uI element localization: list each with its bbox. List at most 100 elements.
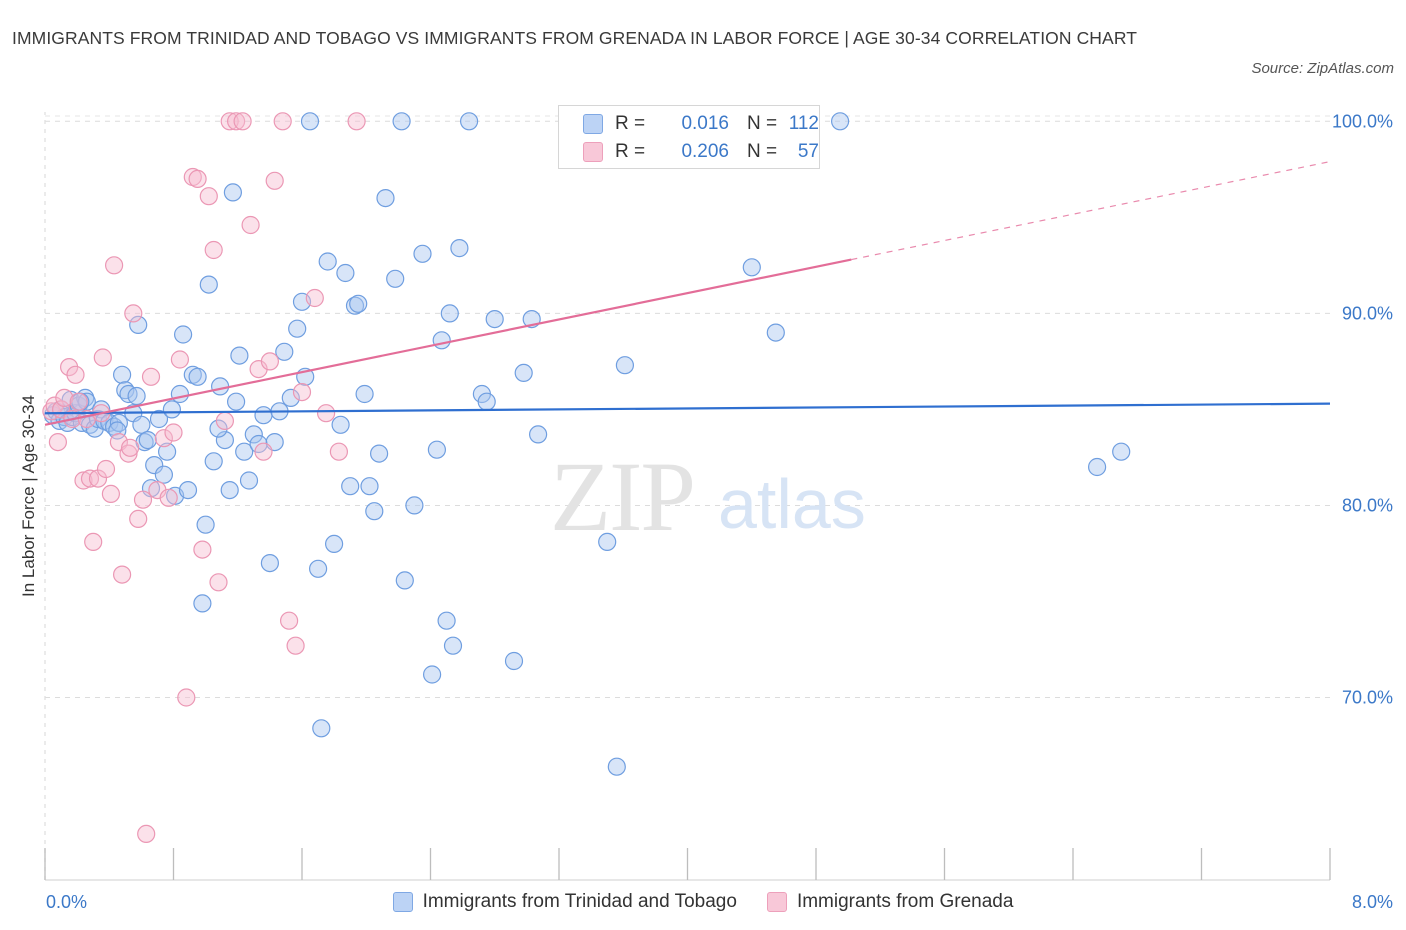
- stats-r-label-1: R =: [615, 113, 646, 134]
- point-grenada-22: [129, 509, 148, 529]
- x-tick-labels: 0.0% 8.0%: [46, 892, 1393, 912]
- stats-row-grenada: R = 0.206 N = 57: [583, 138, 819, 166]
- stats-n-value-1: 112: [788, 113, 819, 134]
- point-trinidad-tobago-31: [149, 409, 169, 429]
- point-trinidad-tobago-70: [336, 263, 355, 283]
- point-trinidad-tobago-45: [211, 377, 230, 396]
- point-trinidad-tobago-104: [1087, 457, 1107, 477]
- point-grenada-33: [188, 169, 207, 188]
- point-trinidad-tobago-59: [275, 342, 294, 361]
- point-grenada-51: [305, 288, 324, 308]
- bottom-legend: Immigrants from Trinidad and Tobago Immi…: [0, 888, 1406, 916]
- point-trinidad-tobago-111: [108, 421, 127, 440]
- point-trinidad-tobago-64: [300, 112, 320, 131]
- point-trinidad-tobago-25: [127, 386, 146, 406]
- point-grenada-46: [265, 171, 284, 190]
- point-trinidad-tobago-98: [598, 532, 617, 552]
- stats-swatch-pink: [583, 142, 603, 162]
- legend-item-grenada[interactable]: Immigrants from Grenada: [766, 888, 1013, 916]
- point-trinidad-tobago-103: [830, 112, 850, 131]
- point-grenada-39: [220, 112, 239, 131]
- point-trinidad-tobago-95: [514, 363, 533, 382]
- point-trinidad-tobago-55: [254, 406, 273, 425]
- y-tick-labels: 100.0% 90.0% 80.0% 70.0%: [1332, 111, 1393, 707]
- point-trinidad-tobago-68: [325, 534, 344, 554]
- series-trinidad-tobago-points: [43, 112, 1131, 776]
- point-grenada-25: [141, 367, 161, 386]
- point-grenada-4: [55, 388, 74, 407]
- trend-line-trinidad-tobago: [44, 402, 1331, 415]
- point-trinidad-tobago-82: [413, 244, 432, 263]
- point-grenada-15: [96, 459, 116, 479]
- point-grenada-28: [159, 488, 178, 507]
- point-grenada-37: [209, 573, 228, 592]
- point-trinidad-tobago-71: [341, 477, 360, 496]
- stats-swatch-blue: [583, 114, 603, 134]
- legend-swatch-pink: [766, 892, 787, 912]
- point-grenada-2: [48, 433, 68, 452]
- point-trinidad-tobago-99: [607, 757, 626, 776]
- point-grenada-50: [292, 383, 312, 402]
- point-trinidad-tobago-44: [204, 452, 223, 471]
- point-grenada-52: [317, 404, 336, 423]
- point-trinidad-tobago-102: [766, 323, 785, 342]
- point-grenada-30: [170, 350, 189, 369]
- point-trinidad-tobago-75: [360, 477, 379, 496]
- point-trinidad-tobago-41: [193, 594, 212, 613]
- point-trinidad-tobago-46: [215, 431, 234, 450]
- point-trinidad-tobago-89: [450, 239, 469, 258]
- legend-item-trinidad-tobago[interactable]: Immigrants from Trinidad and Tobago: [392, 888, 737, 916]
- point-trinidad-tobago-47: [220, 481, 239, 500]
- y-tick-label-3: 70.0%: [1342, 688, 1393, 708]
- stats-n-value-2: 57: [797, 141, 819, 162]
- point-grenada-41: [233, 112, 252, 131]
- point-grenada-7: [66, 365, 85, 384]
- point-trinidad-tobago-61: [288, 319, 307, 338]
- point-trinidad-tobago-50: [230, 346, 249, 365]
- point-trinidad-tobago-77: [370, 444, 389, 463]
- point-grenada-31: [177, 688, 196, 707]
- point-grenada-27: [154, 429, 173, 448]
- point-trinidad-tobago-94: [504, 651, 524, 671]
- point-grenada-38: [215, 411, 234, 430]
- point-grenada-36: [204, 240, 223, 260]
- trend-line-grenada-extension: [851, 161, 1331, 261]
- point-grenada-48: [280, 611, 299, 630]
- point-trinidad-tobago-20: [109, 413, 129, 432]
- point-trinidad-tobago-81: [405, 496, 424, 515]
- point-trinidad-tobago-88: [443, 636, 463, 655]
- trend-lines: [44, 161, 1331, 426]
- y-tick-label-1: 90.0%: [1342, 303, 1393, 323]
- point-grenada-54: [347, 112, 366, 131]
- point-trinidad-tobago-65: [309, 559, 328, 578]
- point-grenada-16: [101, 484, 121, 503]
- point-grenada-8: [69, 392, 88, 411]
- point-trinidad-tobago-79: [386, 269, 405, 288]
- point-trinidad-tobago-30: [145, 456, 164, 475]
- point-grenada-12: [84, 532, 103, 552]
- point-trinidad-tobago-60: [281, 388, 300, 407]
- point-trinidad-tobago-90: [460, 112, 479, 131]
- point-trinidad-tobago-38: [178, 481, 198, 500]
- point-trinidad-tobago-92: [477, 392, 496, 411]
- point-trinidad-tobago-49: [227, 392, 246, 411]
- legend-swatch-blue: [392, 892, 413, 912]
- point-trinidad-tobago-101: [742, 258, 761, 277]
- stats-r-value-2: 0.206: [681, 141, 729, 162]
- series-grenada-points: [42, 112, 366, 844]
- point-grenada-40: [227, 112, 246, 131]
- x-tick-label-0: 0.0%: [46, 892, 87, 912]
- y-tick-label-2: 80.0%: [1342, 495, 1393, 515]
- point-trinidad-tobago-93: [485, 310, 504, 329]
- point-trinidad-tobago-33: [158, 442, 177, 461]
- point-trinidad-tobago-43: [199, 275, 218, 294]
- point-trinidad-tobago-69: [331, 415, 350, 434]
- legend-label-trinidad-tobago: Immigrants from Trinidad and Tobago: [422, 891, 737, 912]
- point-grenada-9: [74, 471, 93, 490]
- point-grenada-56: [121, 438, 140, 457]
- stats-r-value-1: 0.016: [681, 113, 729, 134]
- point-grenada-14: [93, 348, 112, 367]
- point-trinidad-tobago-83: [423, 665, 442, 684]
- point-trinidad-tobago-53: [244, 425, 263, 444]
